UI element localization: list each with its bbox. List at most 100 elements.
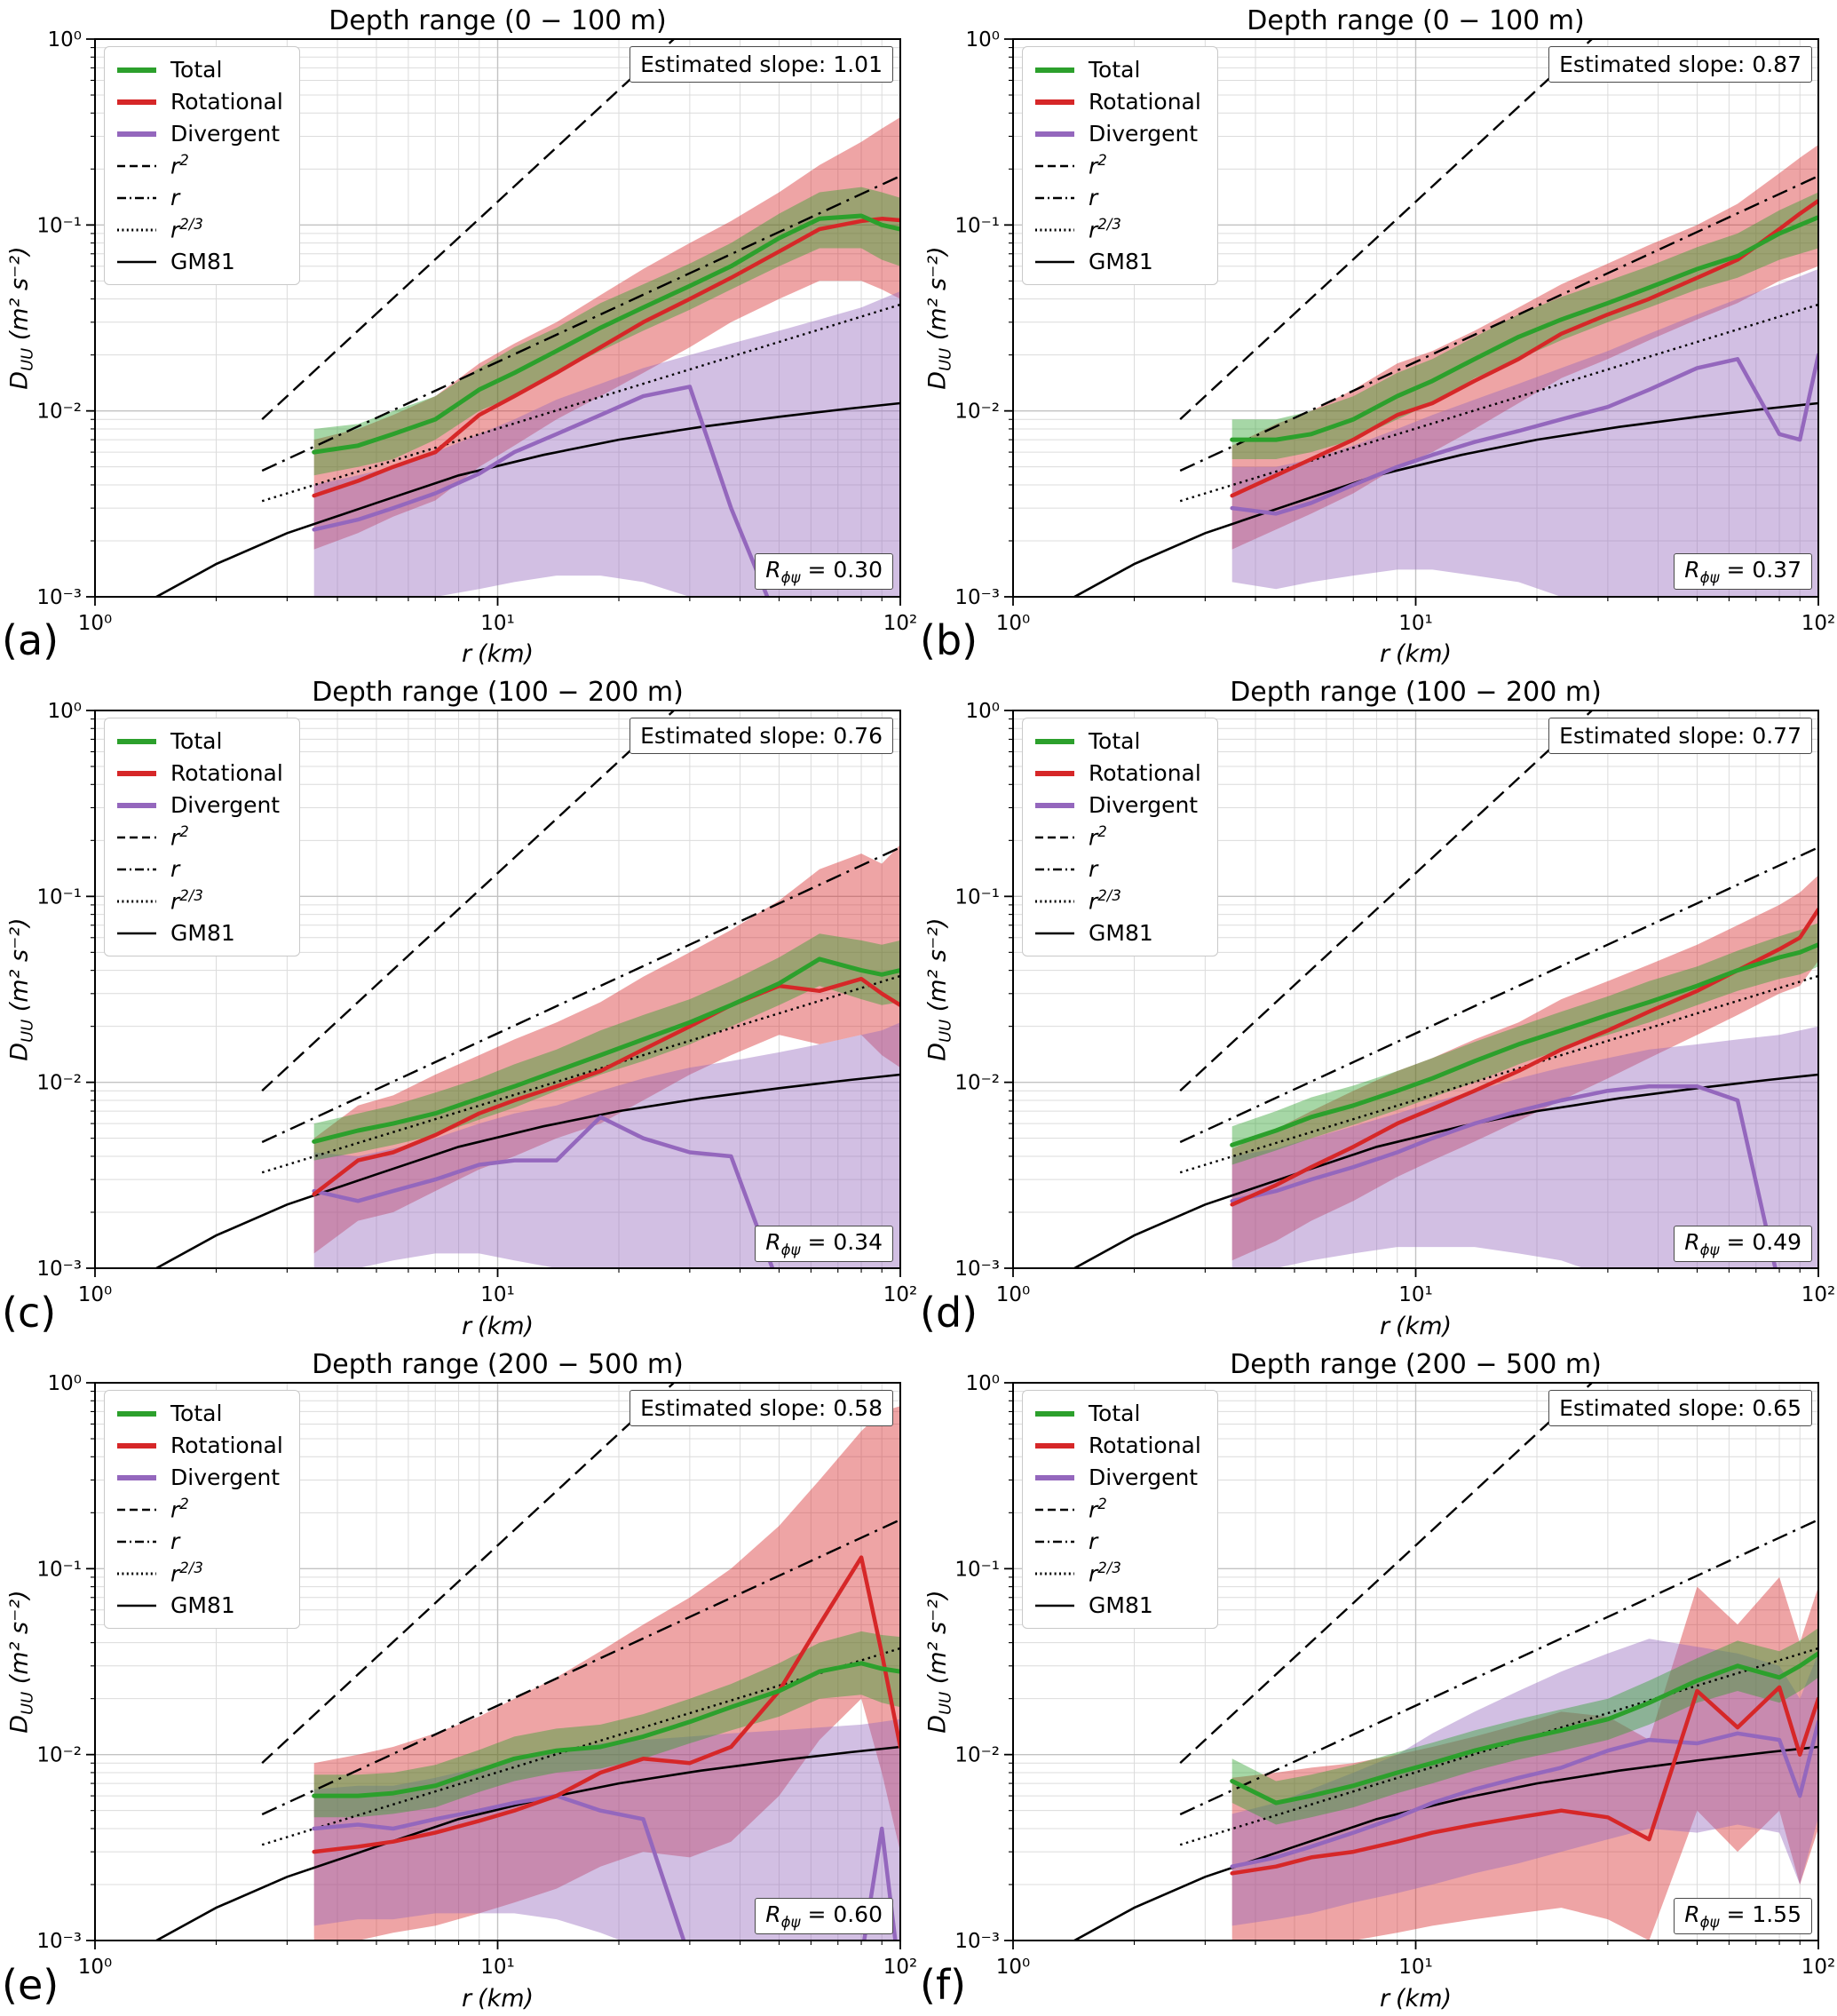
- rotational-band: [1231, 1576, 1818, 1941]
- x-axis-label: r (km): [1379, 1985, 1453, 2012]
- legend-swatch-rotational: [117, 1442, 156, 1449]
- legend-item-r2-3: r2/3: [115, 1560, 283, 1587]
- legend-swatch-rotational: [1035, 1442, 1074, 1449]
- legend-item-r: r: [115, 1528, 283, 1555]
- legend-swatch-r2-3: [117, 228, 156, 231]
- legend-label-total: Total: [170, 1401, 223, 1426]
- legend-swatch-rotational: [1035, 99, 1074, 105]
- y-tick-label: 10⁻²: [36, 401, 82, 424]
- legend-label-total: Total: [1089, 57, 1141, 83]
- x-tick-label: 10¹: [480, 612, 515, 635]
- legend-label-r2: r2: [1089, 1496, 1107, 1523]
- legend-label-r2: r2: [170, 1496, 189, 1523]
- legend-label-divergent: Divergent: [1089, 121, 1199, 147]
- y-tick-label: 10⁻¹: [954, 1558, 1000, 1581]
- legend-item-total: Total: [1033, 56, 1201, 83]
- x-axis-label: r (km): [461, 1985, 534, 2012]
- x-tick-label: 10¹: [480, 1956, 515, 1979]
- legend-item-r2: r2: [1033, 823, 1201, 851]
- legend-swatch-r2-3: [117, 1572, 156, 1575]
- y-tick-label: 10⁻³: [954, 1258, 1000, 1281]
- legend-label-r2-3: r2/3: [170, 887, 203, 915]
- estimated-slope-box: Estimated slope: 0.58: [629, 1390, 893, 1426]
- legend-item-total: Total: [115, 56, 283, 83]
- y-tick-label: 10⁻³: [954, 1930, 1000, 1953]
- panel-title: Depth range (100 − 200 m): [312, 677, 684, 708]
- legend-item-r2-3: r2/3: [1033, 1560, 1201, 1587]
- reference-line-gm81: [154, 1073, 900, 1268]
- ticks: 10⁰ 10¹ 10² 10⁻³ 10⁻² 10⁻¹ 10⁰: [954, 700, 1835, 1306]
- legend-item-gm81: GM81: [115, 248, 283, 275]
- divergent-line: [312, 385, 770, 597]
- legend-label-gm81: GM81: [1089, 920, 1153, 946]
- legend-item-rotational: Rotational: [1033, 1432, 1201, 1459]
- reference-line-r2: [1179, 1383, 1594, 1764]
- y-tick-label: 10⁻²: [954, 1072, 1000, 1095]
- legend-item-r: r: [115, 184, 283, 211]
- legend-swatch-r2: [1035, 164, 1074, 167]
- x-axis-label: r (km): [461, 640, 534, 668]
- gridlines: [94, 710, 901, 1269]
- legend-item-total: Total: [1033, 1400, 1201, 1427]
- legend-label-gm81: GM81: [170, 1592, 235, 1618]
- y-tick-label: 10⁰: [966, 28, 1001, 52]
- legend-label-rotational: Rotational: [170, 760, 283, 786]
- legend-item-divergent: Divergent: [115, 791, 283, 819]
- panel-a: Depth range (0 − 100 m) DUU (m² s⁻²) 10⁰…: [0, 0, 918, 671]
- total-band: [313, 1631, 900, 1818]
- divergent-line: [312, 1115, 775, 1268]
- estimated-slope-box: Estimated slope: 0.65: [1548, 1390, 1812, 1426]
- legend-swatch-r: [1035, 868, 1074, 870]
- legend-swatch-divergent: [1035, 802, 1074, 808]
- legend-item-r2: r2: [1033, 1496, 1201, 1523]
- total-band: [1231, 192, 1818, 459]
- ticks: 10⁰ 10¹ 10² 10⁻³ 10⁻² 10⁻¹ 10⁰: [954, 1372, 1835, 1979]
- total-line: [1230, 942, 1818, 1147]
- total-band: [1231, 1628, 1818, 1825]
- reference-line-r: [261, 175, 900, 472]
- panel-d: Depth range (100 − 200 m) DUU (m² s⁻²) 1…: [918, 671, 1837, 1344]
- panel-letter-e: (e): [2, 1961, 59, 2009]
- legend-swatch-r: [117, 1540, 156, 1543]
- panel-c: Depth range (100 − 200 m) DUU (m² s⁻²) 1…: [0, 671, 918, 1344]
- legend-label-total: Total: [170, 728, 223, 754]
- divergent-band: [313, 1022, 900, 1268]
- plot-area-d: 10⁰ 10¹ 10² 10⁻³ 10⁻² 10⁻¹ 10⁰: [954, 700, 1835, 1306]
- legend-swatch-r2: [117, 836, 156, 838]
- legend-item-rotational: Rotational: [1033, 88, 1201, 115]
- x-axis-label: r (km): [1379, 1313, 1453, 1340]
- y-tick-label: 10⁰: [48, 700, 83, 723]
- x-tick-label: 10²: [883, 1283, 918, 1306]
- legend-item-r: r: [1033, 184, 1201, 211]
- reference-line-r2: [1179, 39, 1594, 420]
- reference-line-r2: [261, 710, 676, 1091]
- legend-label-r2: r2: [170, 152, 189, 179]
- legend-item-r2-3: r2/3: [115, 216, 283, 243]
- legend-item-gm81: GM81: [115, 919, 283, 947]
- x-axis-label: r (km): [461, 1313, 534, 1340]
- legend-item-r2-3: r2/3: [115, 887, 283, 915]
- r-phipsi-box: Rϕψ = 1.55: [1674, 1898, 1812, 1934]
- legend-swatch-r2: [1035, 1508, 1074, 1511]
- legend-item-gm81: GM81: [115, 1591, 283, 1619]
- legend-label-r2-3: r2/3: [170, 216, 203, 243]
- legend-label-divergent: Divergent: [170, 792, 281, 818]
- panel-letter-c: (c): [2, 1289, 57, 1337]
- legend-swatch-gm81: [1035, 932, 1074, 934]
- legend-swatch-divergent: [117, 1474, 156, 1480]
- plot-area-a: 10⁰ 10¹ 10² 10⁻³ 10⁻² 10⁻¹ 10⁰: [36, 28, 917, 635]
- legend-label-r: r: [1089, 1528, 1098, 1554]
- plot-area-b: 10⁰ 10¹ 10² 10⁻³ 10⁻² 10⁻¹ 10⁰: [954, 28, 1835, 635]
- legend-label-rotational: Rotational: [1089, 760, 1201, 786]
- legend-item-divergent: Divergent: [1033, 1464, 1201, 1491]
- legend-swatch-r: [1035, 1540, 1074, 1543]
- legend-item-divergent: Divergent: [1033, 120, 1201, 147]
- legend-swatch-total: [117, 738, 156, 744]
- legend-label-divergent: Divergent: [1089, 1464, 1199, 1490]
- legend-label-total: Total: [170, 57, 223, 83]
- legend-label-rotational: Rotational: [170, 1433, 283, 1458]
- ticks: 10⁰ 10¹ 10² 10⁻³ 10⁻² 10⁻¹ 10⁰: [36, 700, 917, 1306]
- legend-label-gm81: GM81: [170, 920, 235, 946]
- estimated-slope-box: Estimated slope: 1.01: [629, 46, 893, 83]
- panel-title: Depth range (200 − 500 m): [1230, 1349, 1602, 1380]
